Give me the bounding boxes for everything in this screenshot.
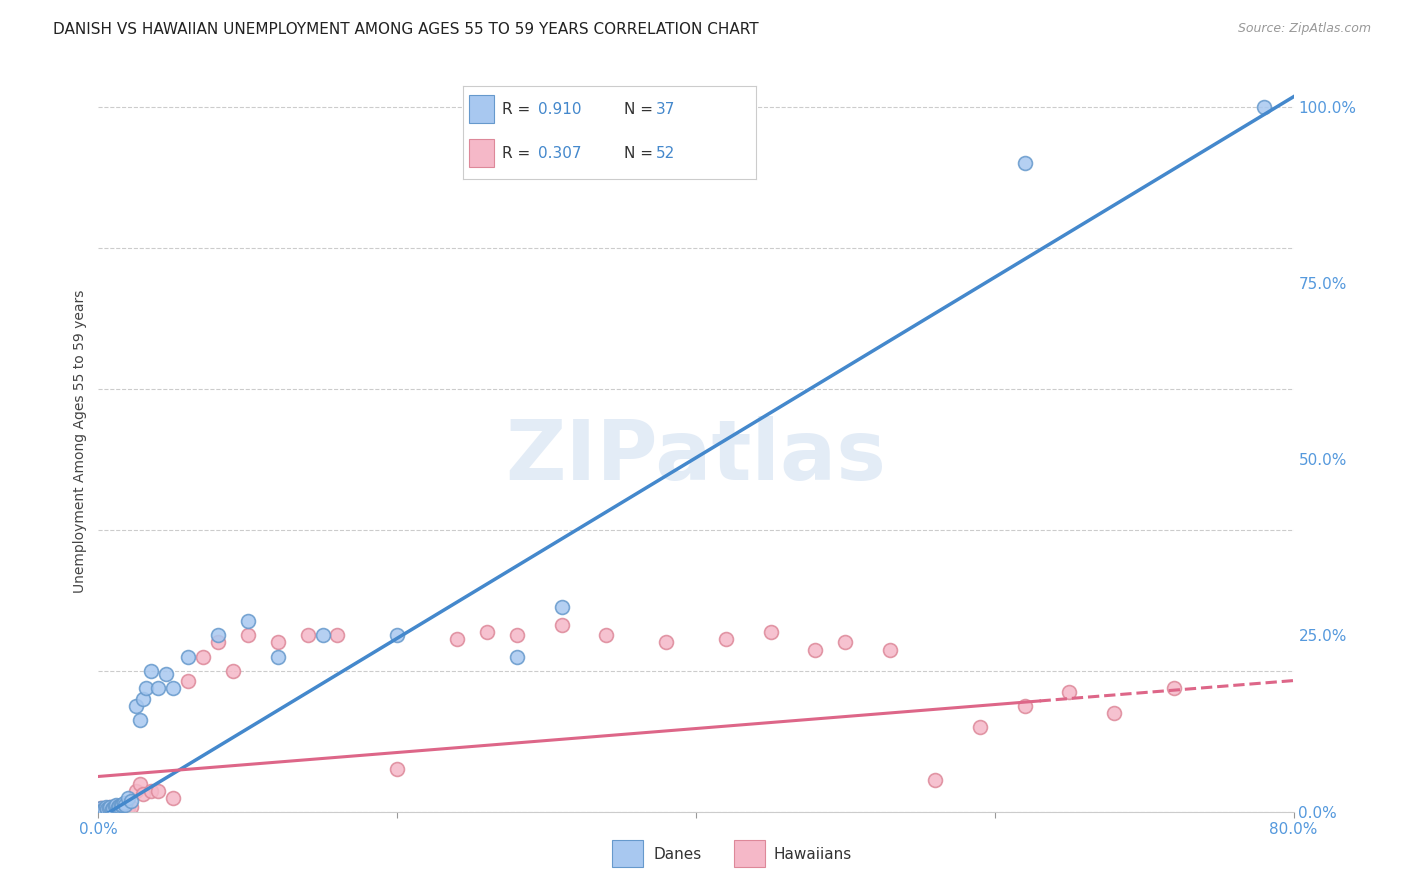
- Point: [506, 649, 529, 664]
- Point: [148, 681, 170, 696]
- Point: [759, 624, 782, 639]
- Point: [98, 800, 122, 814]
- Point: [326, 628, 349, 642]
- Point: [104, 799, 127, 814]
- Point: [120, 794, 142, 808]
- Point: [139, 783, 162, 797]
- Point: [114, 800, 136, 814]
- Point: [90, 801, 112, 815]
- Y-axis label: Unemployment Among Ages 55 to 59 years: Unemployment Among Ages 55 to 59 years: [73, 290, 87, 593]
- Point: [117, 801, 139, 815]
- Point: [91, 802, 114, 816]
- Point: [267, 649, 290, 664]
- Point: [550, 600, 572, 615]
- Point: [311, 628, 333, 642]
- Point: [714, 632, 737, 646]
- Point: [162, 681, 184, 696]
- Point: [804, 642, 827, 657]
- Point: [110, 799, 132, 814]
- Text: ZIPatlas: ZIPatlas: [506, 416, 886, 497]
- Point: [162, 790, 184, 805]
- Point: [385, 628, 409, 642]
- Point: [97, 802, 120, 816]
- Point: [595, 628, 617, 642]
- Point: [446, 632, 468, 646]
- Point: [120, 799, 142, 814]
- Point: [115, 803, 138, 817]
- Point: [385, 763, 409, 777]
- Point: [207, 635, 229, 649]
- Point: [135, 681, 157, 696]
- Point: [267, 635, 290, 649]
- Point: [207, 628, 229, 642]
- Point: [97, 801, 120, 815]
- Point: [1014, 698, 1036, 713]
- Point: [177, 649, 200, 664]
- Point: [108, 801, 131, 815]
- Point: [550, 618, 572, 632]
- Point: [125, 783, 148, 797]
- Point: [110, 797, 132, 812]
- Point: [1163, 681, 1185, 696]
- Point: [104, 803, 127, 817]
- Point: [1059, 685, 1081, 699]
- Point: [108, 799, 131, 814]
- Point: [101, 802, 124, 816]
- Point: [107, 802, 129, 816]
- Point: [105, 797, 128, 812]
- Point: [117, 790, 139, 805]
- Point: [1104, 706, 1126, 720]
- Point: [236, 628, 259, 642]
- Point: [655, 635, 678, 649]
- Point: [107, 799, 129, 814]
- Point: [177, 674, 200, 689]
- Point: [98, 800, 122, 814]
- Text: DANISH VS HAWAIIAN UNEMPLOYMENT AMONG AGES 55 TO 59 YEARS CORRELATION CHART: DANISH VS HAWAIIAN UNEMPLOYMENT AMONG AG…: [53, 22, 759, 37]
- Point: [105, 800, 128, 814]
- Point: [90, 801, 112, 815]
- Point: [103, 801, 125, 815]
- Point: [129, 776, 152, 790]
- Point: [112, 801, 135, 815]
- Point: [93, 803, 115, 817]
- Point: [834, 635, 856, 649]
- Point: [1253, 100, 1275, 114]
- Point: [96, 802, 118, 816]
- Text: Hawaiians: Hawaiians: [773, 847, 852, 862]
- Point: [132, 692, 155, 706]
- Point: [139, 664, 162, 678]
- Point: [112, 797, 135, 811]
- Point: [111, 798, 134, 813]
- Point: [103, 801, 125, 815]
- Point: [111, 802, 134, 816]
- Point: [93, 802, 115, 816]
- Point: [969, 720, 991, 734]
- Point: [1014, 156, 1036, 170]
- Point: [114, 797, 136, 812]
- Point: [297, 628, 319, 642]
- Point: [236, 615, 259, 629]
- Point: [191, 649, 214, 664]
- Point: [94, 800, 117, 814]
- Text: Source: ZipAtlas.com: Source: ZipAtlas.com: [1237, 22, 1371, 36]
- Point: [96, 803, 118, 817]
- Point: [132, 787, 155, 801]
- Point: [91, 803, 114, 817]
- Point: [506, 628, 529, 642]
- Point: [101, 802, 124, 816]
- Point: [129, 713, 152, 727]
- Point: [222, 664, 245, 678]
- Point: [94, 801, 117, 815]
- Point: [879, 642, 901, 657]
- Text: Danes: Danes: [654, 847, 702, 862]
- Point: [125, 698, 148, 713]
- Point: [148, 783, 170, 797]
- Point: [475, 624, 498, 639]
- Point: [155, 667, 177, 681]
- Point: [924, 772, 946, 787]
